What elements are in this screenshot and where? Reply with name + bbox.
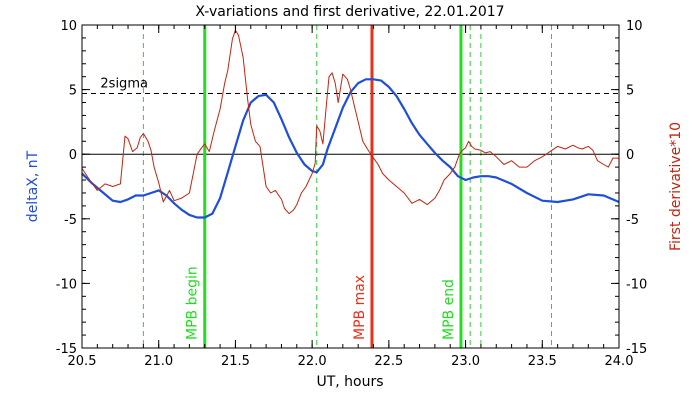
chart-title: X-variations and first derivative, 22.01… (195, 4, 504, 20)
x-tick-label: 22.5 (374, 354, 403, 369)
x-axis-title: UT, hours (316, 374, 383, 390)
y-tick-label-left: 0 (69, 148, 77, 163)
x-tick-label: 20.5 (68, 354, 97, 369)
y-tick-label-left: 5 (69, 84, 77, 99)
mpb-max-label: MPB max (352, 275, 368, 340)
x-tick-label: 23.0 (451, 354, 480, 369)
derivative-line (81, 29, 619, 215)
y-tick-label-left: -5 (64, 213, 77, 228)
plot-area: MPB begin MPB max MPB end 20.5 21.0 21.5 22.0 2… (56, 19, 647, 369)
y-tick-label-left: -15 (56, 342, 77, 357)
x-tick-label: 21.5 (221, 354, 250, 369)
plot-frame (81, 24, 620, 349)
deltax-line (81, 78, 620, 219)
y-tick-label-left: -10 (56, 277, 77, 292)
x-tick-label: 21.0 (144, 354, 173, 369)
y-tick-label-right: -10 (626, 277, 647, 292)
y-tick-label-left: 10 (60, 19, 77, 34)
x-tick-label: 23.5 (528, 354, 557, 369)
x-tick-label: 22.0 (298, 354, 327, 369)
y-tick-label-right: 5 (626, 84, 634, 99)
x-tick-label: 24.0 (605, 354, 634, 369)
y-tick-label-right: -5 (626, 213, 639, 228)
y-axis-title-right: First derivative*10 (668, 122, 684, 251)
sigma-label: 2sigma (100, 76, 148, 91)
mpb-begin-label: MPB begin (185, 266, 201, 340)
mpb-end-label: MPB end (441, 279, 457, 340)
y-tick-label-right: 10 (626, 19, 643, 34)
y-tick-label-right: -15 (626, 342, 647, 357)
y-axis-title-left: deltaX, nT (25, 150, 41, 222)
y-tick-label-right: 0 (626, 148, 634, 163)
